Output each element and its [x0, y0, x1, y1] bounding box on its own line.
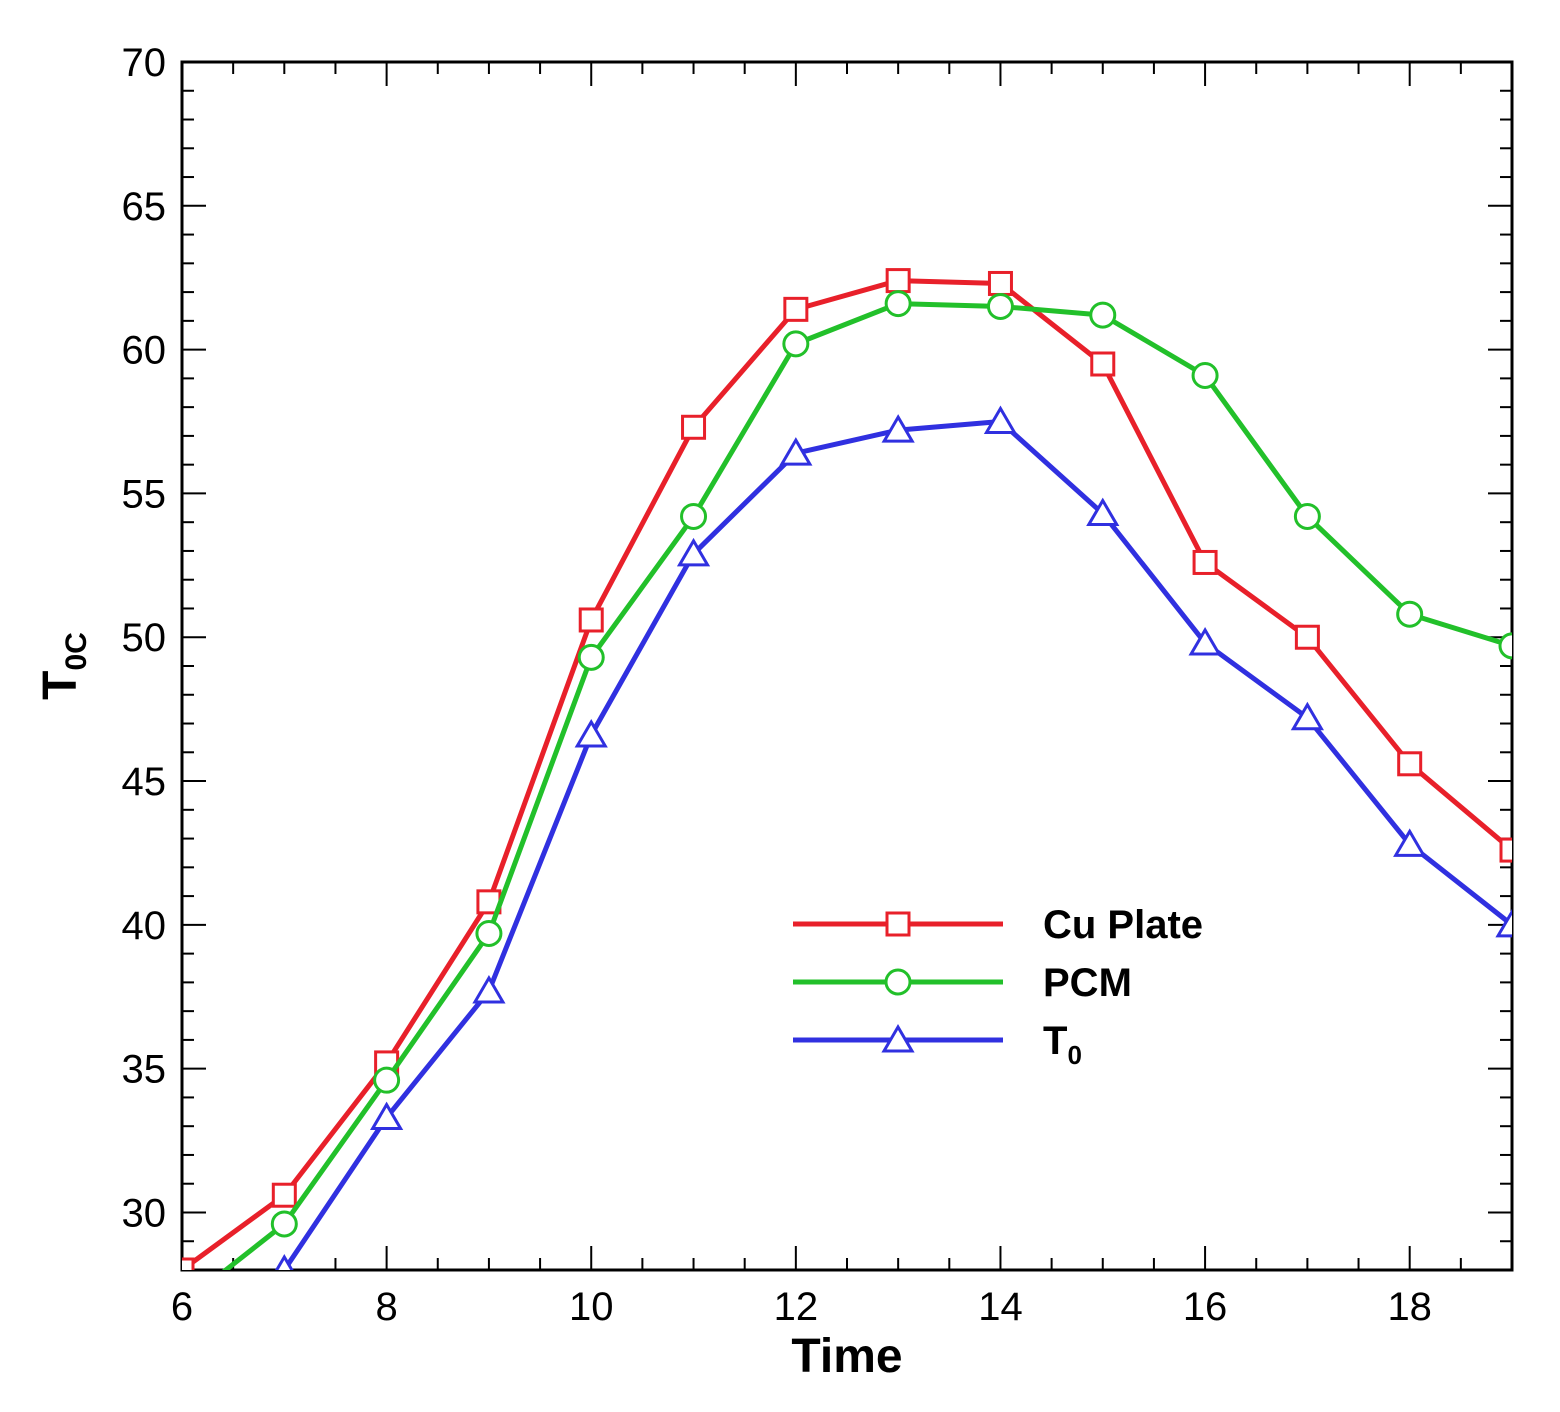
- series-layer: [168, 268, 1512, 1382]
- data-point-cu-plate: [1192, 549, 1218, 575]
- x-tick-label: 8: [375, 1285, 397, 1329]
- y-axis-title-main: T: [34, 671, 87, 700]
- legend-label-subscript: 0: [1067, 1040, 1081, 1070]
- data-point-pcm: [1191, 362, 1219, 390]
- legend-marker-pcm: [884, 968, 912, 996]
- legend-label-main: PCM: [1043, 961, 1132, 1005]
- data-point-t0: [881, 414, 915, 443]
- legend-marker-t0: [881, 1024, 915, 1053]
- data-point-cu-plate: [783, 296, 809, 322]
- series-line-cu-plate: [182, 278, 1512, 1270]
- y-tick-label: 45: [122, 760, 167, 804]
- data-point-t0: [168, 1358, 196, 1382]
- y-tick-label: 30: [122, 1191, 167, 1235]
- data-point-t0: [472, 975, 506, 1004]
- legend-marker-cu-plate: [885, 911, 911, 937]
- data-point-pcm: [1498, 632, 1512, 660]
- data-point-t0: [1188, 627, 1222, 656]
- x-tick-label: 10: [569, 1285, 614, 1329]
- series-t0: [168, 405, 1512, 1382]
- data-point-pcm: [986, 292, 1014, 320]
- data-point-t0: [1086, 497, 1120, 527]
- legend-item-cu-plate: Cu Plate: [793, 903, 1203, 947]
- data-point-cu-plate: [182, 1257, 195, 1270]
- legend-label-main: T: [1043, 1019, 1067, 1063]
- data-point-pcm: [1293, 502, 1321, 530]
- series-line-t0: [280, 419, 1512, 1270]
- y-tick-label: 40: [122, 904, 167, 948]
- data-point-t0: [574, 719, 608, 748]
- data-point-cu-plate: [681, 414, 707, 440]
- data-point-pcm: [680, 502, 708, 530]
- data-point-pcm: [782, 330, 810, 358]
- data-point-pcm: [270, 1210, 298, 1238]
- y-tick-label: 55: [122, 472, 167, 516]
- y-tick-label: 60: [122, 329, 167, 373]
- axis-ticks: [181, 61, 1513, 1271]
- data-point-cu-plate: [987, 270, 1013, 296]
- data-point-pcm: [373, 1066, 401, 1094]
- data-point-pcm: [475, 919, 503, 947]
- series-line-pcm: [221, 301, 1512, 1270]
- x-axis-title: Time: [791, 1330, 902, 1383]
- data-point-pcm: [884, 290, 912, 318]
- data-point-t0: [1393, 828, 1427, 857]
- legend-item-t0: T0: [793, 1019, 1082, 1070]
- data-point-pcm: [1089, 301, 1117, 329]
- y-tick-label: 65: [122, 185, 167, 229]
- data-point-cu-plate: [1294, 624, 1320, 650]
- x-tick-label: 6: [171, 1285, 193, 1329]
- data-point-cu-plate: [1090, 351, 1116, 377]
- data-point-pcm: [1396, 600, 1424, 628]
- data-point-t0: [779, 437, 813, 466]
- data-point-pcm: [577, 643, 605, 671]
- series-pcm: [221, 290, 1512, 1270]
- x-tick-label: 16: [1183, 1285, 1228, 1329]
- x-tick-label: 12: [774, 1285, 819, 1329]
- legend-label-cu-plate: Cu Plate: [1043, 903, 1203, 947]
- data-point-t0: [274, 1254, 294, 1270]
- data-point-cu-plate: [885, 268, 911, 294]
- legend: Cu Plate PCM T0: [793, 903, 1203, 1070]
- y-tick-label: 35: [122, 1048, 167, 1092]
- y-tick-label: 50: [122, 616, 167, 660]
- x-tick-label: 18: [1387, 1285, 1432, 1329]
- data-point-t0: [370, 1101, 404, 1131]
- legend-label-t0: T0: [1043, 1019, 1082, 1070]
- y-axis-title: T0C: [34, 632, 93, 700]
- axis-tick-labels: 6 8 10 12 14 16 18 30 35 40 45 50 55 60 65 70: [122, 41, 1432, 1329]
- data-point-t0: [1290, 701, 1324, 731]
- legend-label-main: Cu Plate: [1043, 903, 1203, 947]
- x-tick-label: 14: [978, 1285, 1023, 1329]
- data-point-t0: [983, 405, 1018, 435]
- data-point-t0: [1495, 908, 1512, 938]
- legend-item-pcm: PCM: [793, 961, 1132, 1005]
- data-point-cu-plate: [1397, 751, 1423, 777]
- data-point-cu-plate: [578, 607, 604, 633]
- data-point-cu-plate: [1499, 837, 1512, 863]
- data-point-t0: [676, 537, 711, 567]
- y-axis-title-subscript: 0C: [60, 632, 93, 670]
- y-tick-label: 70: [122, 41, 167, 85]
- data-point-cu-plate: [271, 1182, 297, 1208]
- legend-label-pcm: PCM: [1043, 961, 1132, 1005]
